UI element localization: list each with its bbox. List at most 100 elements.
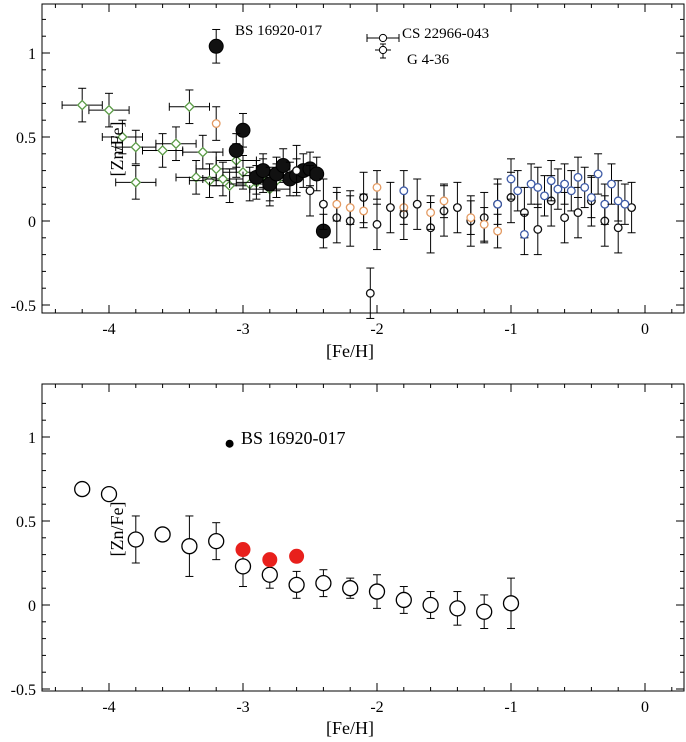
open-circle-marker [345,203,355,213]
diamond-marker [217,173,229,185]
x-tick-label: 0 [641,699,649,716]
filled-circle-marker [235,122,251,138]
x-tick-label: -3 [236,321,249,338]
data-point [365,267,375,319]
data-point [573,156,583,198]
small-filled-circle-marker [225,439,234,448]
top-y-axis-label: [Zn/Fe] [107,122,127,177]
data-point [61,87,103,123]
data-point [533,166,543,209]
data-point [225,439,234,448]
open-circle-marker [261,566,278,583]
open-circle-marker [439,196,449,206]
data-point [580,166,590,209]
open-circle-marker [493,199,503,209]
data-point [368,574,386,609]
open-circle-marker [305,186,315,196]
annotation-g436: G 4-36 [407,52,450,68]
open-circle-marker [288,576,305,593]
filled-circle-marker [255,163,271,179]
diamond-marker [130,141,142,153]
open-circle-marker [365,288,375,298]
data-point [262,552,278,568]
open-circle-marker [613,223,623,233]
open-circle-marker [181,538,198,555]
data-point [74,480,91,498]
data-point [342,577,359,599]
data-point [593,153,603,195]
open-circle-marker [506,174,516,184]
data-point [127,515,144,564]
open-circle-marker [479,219,489,229]
data-point [586,176,596,219]
top-axis-ticks: -4 -3 -2 -1 0 -0.5 0 0.5 1 [11,4,684,338]
data-point [372,198,382,251]
data-point [613,180,623,222]
top-x-axis-label: [Fe/H] [326,341,374,361]
filled-circle-marker [208,38,224,54]
open-circle-marker [292,166,302,176]
open-circle-marker [127,531,144,548]
data-point [188,163,231,198]
open-circle-marker [573,208,583,218]
data-point [309,156,325,192]
x-tick-label: -1 [504,699,517,716]
data-point [208,522,225,561]
data-point [607,163,616,205]
filled-circle-marker [289,548,305,564]
open-circle-marker [580,182,590,192]
legend-g436-marker [375,43,391,59]
open-circle-marker [318,199,328,209]
data-point [422,591,439,619]
open-circle-marker [211,119,221,129]
y-tick-label: 1 [28,430,36,447]
open-circle-marker [342,580,359,597]
diamond-marker [210,163,222,175]
y-tick-label: -0.5 [11,682,36,699]
data-point [115,165,157,200]
data-point [620,183,630,225]
top-panel: -4 -3 -2 -1 0 -0.5 0 0.5 1 [Zn/Fe] [Fe/H] BS 169… [11,3,685,361]
x-tick-label: -2 [370,699,383,716]
data-point [359,193,369,229]
x-tick-label: -4 [102,321,115,338]
data-point [493,183,503,225]
data-point [154,526,171,543]
data-point [305,165,315,217]
filled-circle-marker [275,158,291,174]
open-circle-marker [476,603,493,620]
data-point [566,170,576,212]
legend-cs22966-marker [366,33,400,43]
data-point [261,560,278,589]
open-circle-marker [399,186,409,196]
data-point [345,190,355,225]
diamond-marker [170,138,182,150]
data-point [288,570,305,599]
x-tick-label: -1 [504,321,517,338]
open-circle-marker [372,182,382,192]
data-point [168,89,210,125]
annotation-cs22966: CS 22966-043 [402,26,489,42]
open-circle-marker [74,480,91,498]
open-circle-marker [315,575,332,592]
data-point [546,160,556,202]
open-circle-marker [422,596,439,614]
open-circle-marker [546,176,556,186]
data-point [235,112,251,148]
bottom-axis-ticks: -4 -3 -2 -1 0 -0.5 0 0.5 1 [11,384,684,716]
bottom-panel: -4 -3 -2 -1 0 -0.5 0 0.5 1 [Zn/Fe] [Fe/H] BS 169… [11,383,685,738]
open-circle-marker [332,199,342,209]
data-point [627,181,637,234]
data-point [519,213,529,256]
open-circle-marker [466,213,476,223]
data-point [399,170,409,212]
diamond-marker [190,171,202,183]
open-circle-marker [593,169,603,179]
open-circle-marker [234,558,252,575]
y-tick-label: 0 [28,598,36,615]
data-point [372,170,382,205]
data-point [211,106,221,141]
data-point [100,485,118,503]
diamond-marker [157,145,169,156]
open-circle-marker [385,203,395,213]
